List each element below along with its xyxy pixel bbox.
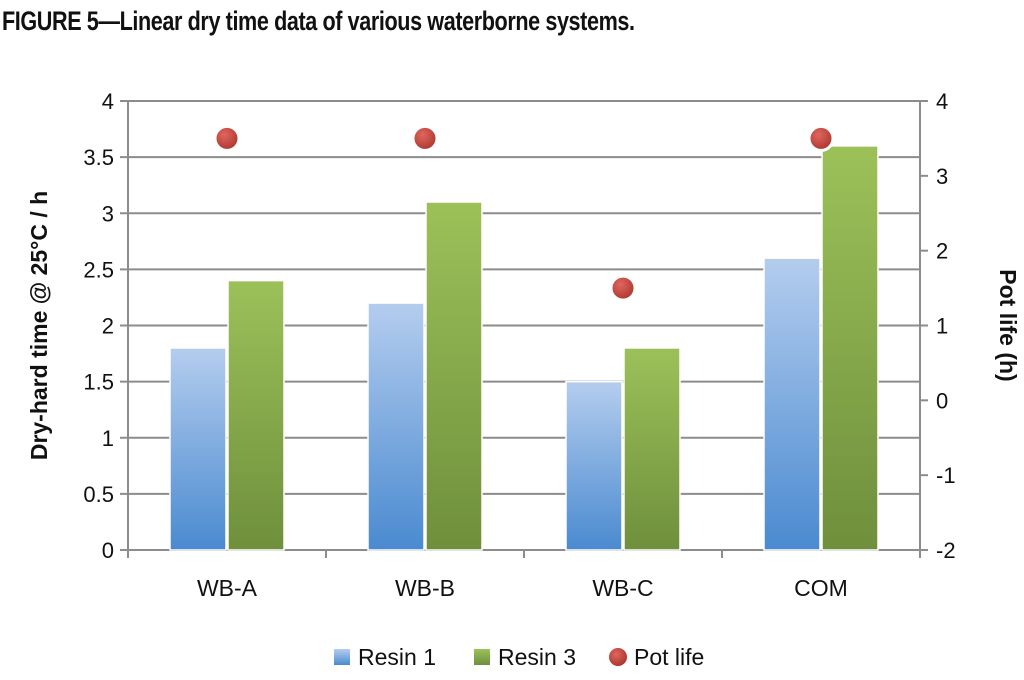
legend-swatch-resin-1 xyxy=(334,649,350,665)
figure-title: FIGURE 5—Linear dry time data of various… xyxy=(2,6,635,36)
bar-resin-3 xyxy=(623,347,681,551)
left-tick-label: 2 xyxy=(102,314,114,339)
bars xyxy=(169,145,879,551)
x-category-label: WB-A xyxy=(197,575,258,601)
right-tick-label: 3 xyxy=(936,164,948,189)
bar-resin-3 xyxy=(821,145,879,551)
bar-resin-3 xyxy=(425,201,483,551)
pot-life-points xyxy=(213,124,835,302)
legend-swatch-pot-life xyxy=(609,648,627,666)
pot-life-point xyxy=(411,124,439,152)
bar-resin-1 xyxy=(763,257,821,551)
x-category-label: WB-C xyxy=(592,575,653,601)
bar-resin-1 xyxy=(169,347,227,551)
y2-axis-title: Pot life (h) xyxy=(995,269,1021,381)
legend-label: Pot life xyxy=(634,644,704,670)
legend: Resin 1 Resin 3 Pot life xyxy=(334,644,704,670)
pot-life-point xyxy=(609,274,637,302)
right-tick-label: -1 xyxy=(936,463,956,488)
left-tick-label: 1.5 xyxy=(83,370,114,395)
right-tick-label: 1 xyxy=(936,314,948,339)
legend-label: Resin 1 xyxy=(358,644,436,670)
y-axis-title: Dry-hard time @ 25°C / h xyxy=(26,191,52,460)
right-tick-label: 4 xyxy=(936,89,948,114)
right-tick-label: 2 xyxy=(936,239,948,264)
bar-resin-1 xyxy=(367,302,425,551)
x-category-label: COM xyxy=(794,575,848,601)
pot-life-point xyxy=(213,124,241,152)
axis-labels: 0 0.5 1 1.5 2 2.5 3 3.5 4 -2 -1 0 1 2 3 4 WB-A WB-B WB-C CO… xyxy=(26,89,1021,601)
left-tick-label: 3 xyxy=(102,201,114,226)
legend-label: Resin 3 xyxy=(498,644,576,670)
right-tick-label: 0 xyxy=(936,388,948,413)
x-category-label: WB-B xyxy=(395,575,455,601)
left-tick-label: 1 xyxy=(102,426,114,451)
pot-life-point xyxy=(807,124,835,152)
legend-swatch-resin-3 xyxy=(474,649,490,665)
bar-resin-3 xyxy=(227,279,285,551)
left-tick-label: 2.5 xyxy=(83,257,114,282)
right-tick-label: -2 xyxy=(936,538,956,563)
left-tick-label: 0 xyxy=(102,538,114,563)
bar-resin-1 xyxy=(565,380,623,551)
left-tick-label: 3.5 xyxy=(83,145,114,170)
left-tick-label: 4 xyxy=(102,89,114,114)
left-tick-label: 0.5 xyxy=(83,482,114,507)
